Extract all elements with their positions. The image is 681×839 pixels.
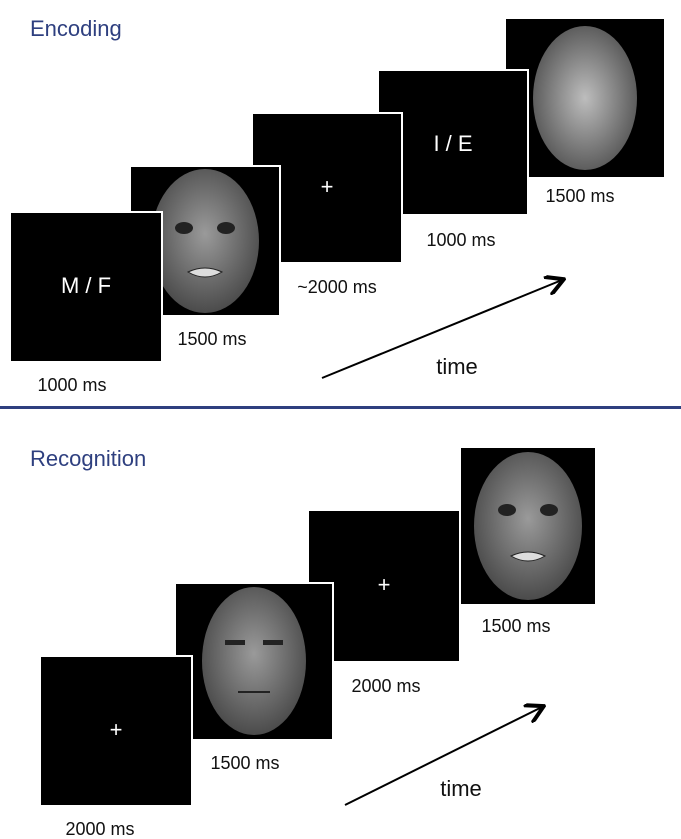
face-image (151, 169, 259, 313)
face-image (474, 452, 582, 600)
frame-text: + (321, 174, 334, 199)
page: Encoding I / E + M / F 1000 ms 1500 ms ~… (0, 0, 681, 839)
frame-text: M / F (61, 273, 111, 298)
section-title: Encoding (30, 16, 122, 41)
duration-label: 1500 ms (177, 329, 246, 349)
frame-text: + (378, 572, 391, 597)
duration-label: 1500 ms (545, 186, 614, 206)
time-label: time (440, 776, 482, 801)
duration-label: ~2000 ms (297, 277, 377, 297)
duration-label: 1500 ms (481, 616, 550, 636)
scene-image (533, 26, 637, 170)
face-image (202, 587, 306, 735)
frame-text: + (110, 717, 123, 742)
frame-text: I / E (433, 131, 472, 156)
divider (0, 406, 681, 409)
duration-label: 1500 ms (210, 753, 279, 773)
diagram: Encoding I / E + M / F 1000 ms 1500 ms ~… (0, 0, 681, 839)
section-title: Recognition (30, 446, 146, 471)
duration-label: 1000 ms (37, 375, 106, 395)
duration-label: 2000 ms (351, 676, 420, 696)
duration-label: 2000 ms (65, 819, 134, 839)
duration-label: 1000 ms (426, 230, 495, 250)
time-label: time (436, 354, 478, 379)
